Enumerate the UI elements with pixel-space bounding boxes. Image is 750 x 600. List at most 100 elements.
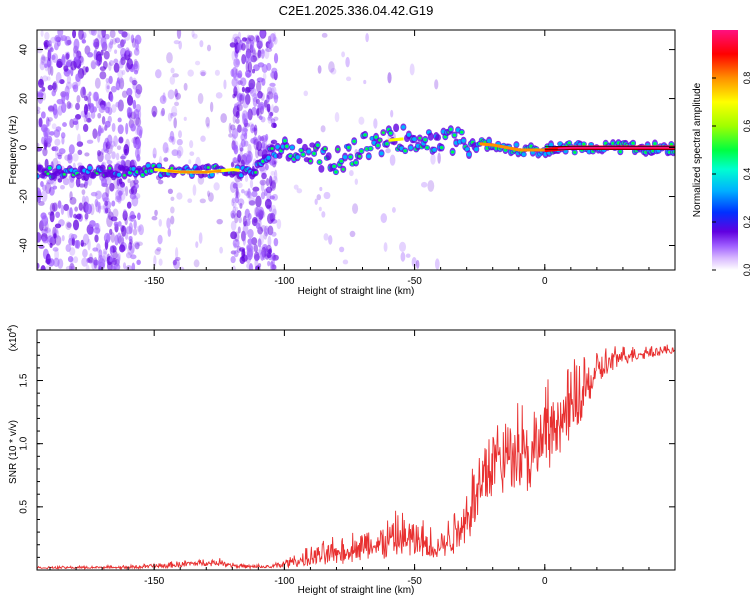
heatmap-cell [235, 110, 240, 119]
heatmap-cell [154, 209, 158, 216]
heatmap-cell [345, 56, 350, 68]
heatmap-cell [553, 147, 556, 152]
heatmap-cell [37, 142, 40, 148]
heatmap-cell [160, 110, 165, 117]
heatmap-cell [494, 143, 497, 147]
heatmap-cell [111, 122, 116, 133]
heatmap-cell [628, 146, 631, 149]
heatmap-cell [166, 52, 173, 64]
heatmap-cell [567, 141, 571, 145]
heatmap-cell [317, 65, 322, 74]
heatmap-cell [346, 76, 352, 82]
heatmap-cell [449, 127, 453, 131]
heatmap-cell [296, 138, 303, 145]
heatmap-cell [273, 92, 279, 104]
heatmap-cell [261, 78, 266, 86]
heatmap-cell [72, 117, 79, 125]
heatmap-cell [194, 60, 201, 66]
heatmap-cell [430, 153, 436, 165]
heatmap-cell [187, 198, 193, 204]
heatmap-cell [634, 146, 637, 149]
heatmap-cell [169, 76, 176, 85]
heatmap-cell [108, 60, 114, 67]
heatmap-cell [138, 224, 144, 236]
heatmap-cell [104, 33, 110, 40]
heatmap-cell [242, 250, 246, 256]
heatmap-cell [205, 116, 210, 127]
heatmap-cell [172, 170, 175, 173]
heatmap-cell [134, 242, 140, 250]
heatmap-cell [244, 208, 250, 219]
bottom-x-axis-label: Height of straight line (km) [298, 585, 415, 596]
heatmap-cell [354, 161, 358, 165]
heatmap-cell [136, 125, 143, 137]
heatmap-cell [169, 130, 175, 141]
heatmap-cell [114, 49, 118, 54]
heatmap-cell [120, 155, 126, 160]
heatmap-cell [247, 228, 254, 239]
heatmap-cell [656, 146, 659, 149]
heatmap-cell [110, 216, 118, 222]
heatmap-cell [253, 124, 258, 136]
heatmap-cell [67, 154, 73, 164]
heatmap-cell [255, 222, 261, 230]
heatmap-cell [271, 179, 276, 189]
heatmap-cell [232, 168, 235, 172]
heatmap-cell [512, 147, 515, 151]
heatmap-cell [391, 138, 394, 142]
heatmap-cell [334, 112, 340, 123]
heatmap-cell [573, 150, 577, 154]
heatmap-cell [151, 215, 158, 221]
heatmap-cell [257, 135, 262, 143]
heatmap-cell [183, 116, 187, 121]
heatmap-cell [647, 146, 650, 149]
heatmap-cell [247, 61, 253, 73]
heatmap-cell [246, 244, 254, 252]
heatmap-cell [237, 226, 241, 234]
heatmap-cell [573, 146, 576, 149]
heatmap-cell [61, 92, 66, 104]
heatmap-cell [347, 146, 351, 149]
heatmap-cell [77, 149, 83, 156]
heatmap-cell [271, 67, 278, 74]
heatmap-cell [90, 61, 96, 70]
heatmap-cell [543, 148, 546, 152]
heatmap-cell [393, 123, 400, 133]
heatmap-cell [80, 242, 87, 247]
heatmap-cell [188, 159, 192, 165]
heatmap-cell [256, 108, 260, 116]
heatmap-cell [61, 234, 65, 242]
heatmap-cell [232, 238, 240, 248]
heatmap-cell [237, 153, 242, 163]
heatmap-cell [62, 177, 70, 186]
heatmap-cell [160, 168, 163, 172]
heatmap-cell [54, 138, 61, 146]
heatmap-cell [53, 202, 59, 212]
heatmap-cell [195, 241, 199, 249]
heatmap-cell [171, 149, 179, 157]
heatmap-cell [176, 170, 179, 173]
heatmap-cell [267, 117, 272, 124]
heatmap-cell [242, 99, 249, 109]
heatmap-cell [42, 184, 47, 191]
heatmap-cell [379, 151, 384, 156]
colorbar-tick-label: 0.6 [742, 120, 750, 133]
heatmap-cell [534, 148, 537, 152]
heatmap-cell [231, 128, 239, 139]
heatmap-cell [530, 148, 533, 152]
top-x-ticks: -150 -100 -50 0 [49, 30, 676, 287]
heatmap-cell [240, 138, 246, 148]
heatmap-cell [117, 190, 123, 196]
heatmap-cell [517, 148, 520, 152]
heatmap-cell [621, 146, 624, 149]
heatmap-cell [109, 245, 113, 255]
heatmap-cell [81, 189, 86, 195]
heatmap-cell [257, 62, 265, 68]
heatmap-cell [131, 262, 136, 270]
heatmap-cell [125, 122, 129, 135]
heatmap-cell [170, 166, 174, 170]
heatmap-cell [75, 102, 80, 111]
heatmap-cell [577, 146, 580, 149]
heatmap-cell [576, 146, 579, 149]
heatmap-cell [332, 164, 336, 168]
